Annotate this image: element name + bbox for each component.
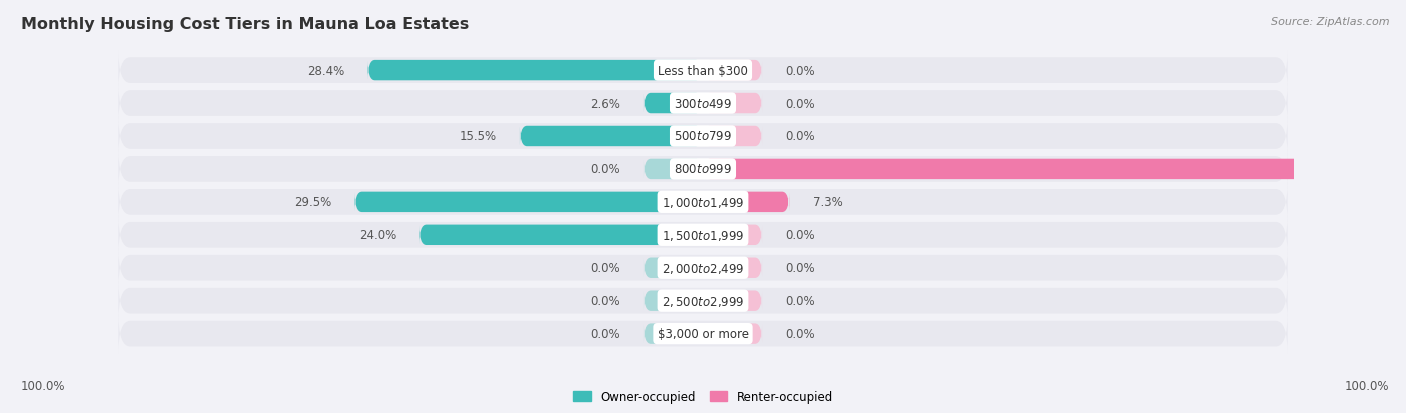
Text: $1,000 to $1,499: $1,000 to $1,499 [662, 195, 744, 209]
Text: 29.5%: 29.5% [294, 196, 330, 209]
Text: 0.0%: 0.0% [786, 294, 815, 307]
FancyBboxPatch shape [118, 150, 1288, 190]
FancyBboxPatch shape [118, 215, 1288, 255]
FancyBboxPatch shape [703, 192, 789, 213]
Text: 0.0%: 0.0% [786, 229, 815, 242]
FancyBboxPatch shape [118, 281, 1288, 321]
FancyBboxPatch shape [703, 61, 762, 81]
Legend: Owner-occupied, Renter-occupied: Owner-occupied, Renter-occupied [572, 390, 834, 403]
Text: Monthly Housing Cost Tiers in Mauna Loa Estates: Monthly Housing Cost Tiers in Mauna Loa … [21, 17, 470, 31]
FancyBboxPatch shape [367, 61, 703, 81]
Text: $3,000 or more: $3,000 or more [658, 328, 748, 340]
Text: 0.0%: 0.0% [786, 328, 815, 340]
Text: 0.0%: 0.0% [786, 130, 815, 143]
Text: 100.0%: 100.0% [21, 380, 66, 392]
Text: 2.6%: 2.6% [591, 97, 620, 110]
Text: $300 to $499: $300 to $499 [673, 97, 733, 110]
FancyBboxPatch shape [644, 159, 703, 180]
Text: 7.3%: 7.3% [813, 196, 842, 209]
Text: $2,500 to $2,999: $2,500 to $2,999 [662, 294, 744, 308]
Text: $2,000 to $2,499: $2,000 to $2,499 [662, 261, 744, 275]
FancyBboxPatch shape [118, 84, 1288, 124]
FancyBboxPatch shape [644, 94, 703, 114]
FancyBboxPatch shape [703, 291, 762, 311]
Text: $800 to $999: $800 to $999 [673, 163, 733, 176]
Text: Source: ZipAtlas.com: Source: ZipAtlas.com [1271, 17, 1389, 26]
FancyBboxPatch shape [644, 291, 703, 311]
Text: 24.0%: 24.0% [359, 229, 396, 242]
FancyBboxPatch shape [419, 225, 703, 245]
FancyBboxPatch shape [118, 51, 1288, 91]
Text: 0.0%: 0.0% [591, 261, 620, 275]
FancyBboxPatch shape [644, 324, 703, 344]
Text: 0.0%: 0.0% [591, 328, 620, 340]
Text: 0.0%: 0.0% [591, 163, 620, 176]
Text: 0.0%: 0.0% [591, 294, 620, 307]
Text: 0.0%: 0.0% [786, 97, 815, 110]
FancyBboxPatch shape [703, 324, 762, 344]
FancyBboxPatch shape [118, 182, 1288, 223]
Text: 0.0%: 0.0% [786, 64, 815, 77]
Text: 15.5%: 15.5% [460, 130, 496, 143]
FancyBboxPatch shape [703, 225, 762, 245]
FancyBboxPatch shape [703, 258, 762, 278]
FancyBboxPatch shape [703, 94, 762, 114]
FancyBboxPatch shape [118, 248, 1288, 288]
FancyBboxPatch shape [703, 159, 1406, 180]
Text: 100.0%: 100.0% [1344, 380, 1389, 392]
FancyBboxPatch shape [118, 314, 1288, 354]
Text: 0.0%: 0.0% [786, 261, 815, 275]
Text: Less than $300: Less than $300 [658, 64, 748, 77]
FancyBboxPatch shape [118, 116, 1288, 157]
FancyBboxPatch shape [354, 192, 703, 213]
FancyBboxPatch shape [520, 126, 703, 147]
FancyBboxPatch shape [703, 126, 762, 147]
Text: $1,500 to $1,999: $1,500 to $1,999 [662, 228, 744, 242]
Text: $500 to $799: $500 to $799 [673, 130, 733, 143]
FancyBboxPatch shape [644, 258, 703, 278]
Text: 28.4%: 28.4% [307, 64, 344, 77]
